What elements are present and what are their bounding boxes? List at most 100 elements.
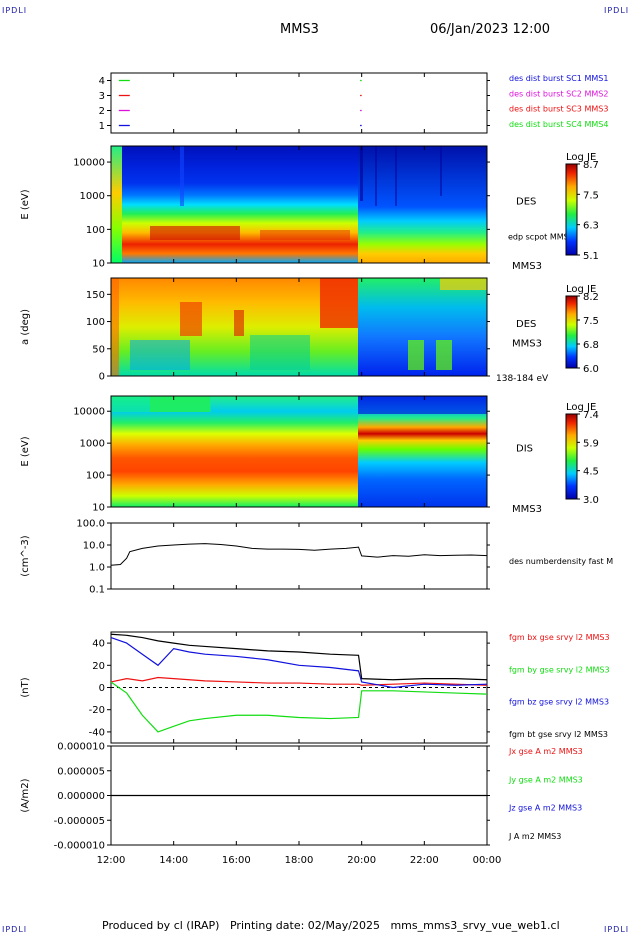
footer: Produced by cl (IRAP) Printing date: 02/…: [102, 919, 560, 932]
corner-tag-br: IPDLI: [604, 925, 630, 934]
colorbar-4: [565, 413, 578, 500]
y-tick-label-5: 10.0: [83, 541, 105, 552]
colorbar-tick-label-2: 5.1: [583, 251, 599, 262]
colorbar-title-3: Log JE: [566, 284, 596, 295]
legend-entry-7: Jz gse A m2 MMS3: [508, 804, 582, 813]
y-tick-label-2: 100: [86, 225, 105, 236]
y-tick-label-5: 100.0: [76, 519, 105, 530]
legend-entry-7: Jx gse A m2 MMS3: [508, 747, 583, 756]
series-line-bx: [110, 676, 488, 686]
footer-script-name: mms_mms3_srvy_vue_web1.cl: [390, 919, 560, 932]
y-tick-label-6: 20: [92, 661, 105, 672]
corner-tag-bl: IPDLI: [2, 925, 28, 934]
x-tick-label: 14:00: [159, 855, 188, 866]
y-tick-label-7: 0.000000: [57, 791, 105, 802]
legend-entry-1: des dist burst SC2 MMS2: [509, 89, 608, 98]
y-axis-label-6: (nT): [20, 677, 31, 697]
colorbar-tick-label-3: 6.8: [583, 340, 599, 351]
dis-energy-spectrogram: [111, 396, 487, 507]
panel-frame-5: [110, 522, 488, 590]
colorbar-tick-label-2: 6.3: [583, 221, 599, 232]
y-tick-label-4: 1000: [80, 439, 105, 450]
footer-produced-by: Produced by cl (IRAP): [102, 919, 220, 932]
colorbar-tick-label-3: 7.5: [583, 316, 599, 327]
colorbar-tick-label-2: 8.7: [583, 160, 599, 171]
right-label-4: MMS3: [512, 504, 542, 515]
y-tick-label-2: 10: [92, 259, 105, 270]
right-label-2: MMS3: [512, 261, 542, 272]
legend-entry-6: fgm by gse srvy l2 MMS3: [509, 665, 610, 674]
series-line-bt: [110, 633, 488, 681]
panel-frame-1: [110, 72, 488, 134]
y-tick-label-6: 0: [99, 683, 105, 694]
legend-entry-6: fgm bx gse srvy l2 MMS3: [509, 633, 610, 642]
x-tick-label: 18:00: [285, 855, 314, 866]
colorbar-tick-label-3: 8.2: [583, 292, 599, 303]
legend-entry-6: fgm bt gse srvy l2 MMS3: [509, 730, 608, 739]
y-tick-label-6: 40: [92, 639, 105, 650]
right-label-3: MMS3: [512, 339, 542, 350]
right-label-3: 138-184 eV: [496, 374, 549, 384]
des-pitch-angle-spectrogram: [111, 278, 487, 376]
legend-entry-7: J A m2 MMS3: [508, 832, 561, 841]
y-tick-label-3: 0: [99, 372, 105, 383]
right-label-4: DIS: [516, 444, 533, 455]
right-label-2: edp scpot MMS3: [508, 233, 574, 242]
x-tick-label: 20:00: [347, 855, 376, 866]
series-line-by: [110, 681, 488, 733]
corner-tag-tl: IPDLI: [2, 6, 28, 15]
colorbar-3: [565, 295, 578, 369]
y-tick-label-5: 1.0: [89, 563, 105, 574]
y-axis-label-4: E (eV): [20, 436, 31, 466]
footer-printing-date: Printing date: 02/May/2025: [229, 919, 380, 932]
y-tick-label-1: 1: [99, 121, 105, 132]
right-label-3: DES: [516, 319, 536, 330]
y-tick-label-7: -0.000005: [54, 816, 105, 827]
colorbar-tick-label-4: 4.5: [583, 467, 599, 478]
colorbar-tick-label-3: 6.0: [583, 364, 599, 375]
series-line-bz: [110, 636, 488, 689]
y-axis-label-3: a (deg): [20, 309, 31, 345]
y-tick-label-1: 3: [99, 91, 105, 102]
y-tick-label-2: 10000: [73, 158, 105, 169]
legend-entry-7: Jy gse A m2 MMS3: [508, 775, 583, 784]
y-tick-label-1: 4: [99, 76, 105, 87]
legend-entry-1: des dist burst SC4 MMS4: [509, 120, 608, 129]
colorbar-title-4: Log JE: [566, 402, 596, 413]
legend-entry-1: des dist burst SC1 MMS1: [509, 74, 608, 83]
y-tick-label-3: 150: [86, 290, 105, 301]
legend-entry-5: des numberdensity fast M: [509, 557, 613, 566]
y-tick-label-6: -40: [89, 727, 105, 738]
des-energy-spectrogram: [111, 146, 487, 263]
plot-stack: 1 2 3 4 des dist burst SC1 MMS1 des dist burs…: [20, 72, 613, 866]
x-tick-label: 00:00: [473, 855, 502, 866]
x-tick-label: 22:00: [410, 855, 439, 866]
x-tick-label: 12:00: [97, 855, 126, 866]
colorbar-tick-label-4: 5.9: [583, 438, 599, 449]
colorbar-2: [565, 163, 578, 256]
y-axis-label-2: E (eV): [20, 189, 31, 219]
legend-entry-6: fgm bz gse srvy l2 MMS3: [509, 698, 609, 707]
y-tick-label-7: 0.000010: [57, 742, 105, 753]
y-tick-label-3: 100: [86, 317, 105, 328]
y-tick-label-1: 2: [99, 106, 105, 117]
colorbar-tick-label-4: 7.4: [583, 410, 599, 421]
density-line: [110, 543, 488, 566]
legend-entry-1: des dist burst SC3 MMS3: [509, 105, 608, 114]
y-tick-label-5: 0.1: [89, 585, 105, 596]
header-spacecraft: MMS3: [280, 22, 319, 37]
y-tick-label-4: 100: [86, 471, 105, 482]
colorbar-title-2: Log JE: [566, 152, 596, 163]
right-label-2: DES: [516, 197, 536, 208]
y-axis-label-7: (A/m2): [20, 778, 31, 812]
y-tick-label-3: 50: [92, 344, 105, 355]
header-date: 06/Jan/2023 12:00: [430, 22, 551, 37]
y-tick-label-2: 1000: [80, 191, 105, 202]
y-tick-label-7: 0.000005: [57, 766, 105, 777]
x-tick-label: 16:00: [222, 855, 251, 866]
y-tick-label-4: 10: [92, 503, 105, 514]
corner-tag-tr: IPDLI: [604, 6, 630, 15]
colorbar-tick-label-4: 3.0: [583, 495, 599, 506]
y-axis-label-5: (cm^-3): [20, 535, 31, 576]
colorbar-tick-label-2: 7.5: [583, 190, 599, 201]
